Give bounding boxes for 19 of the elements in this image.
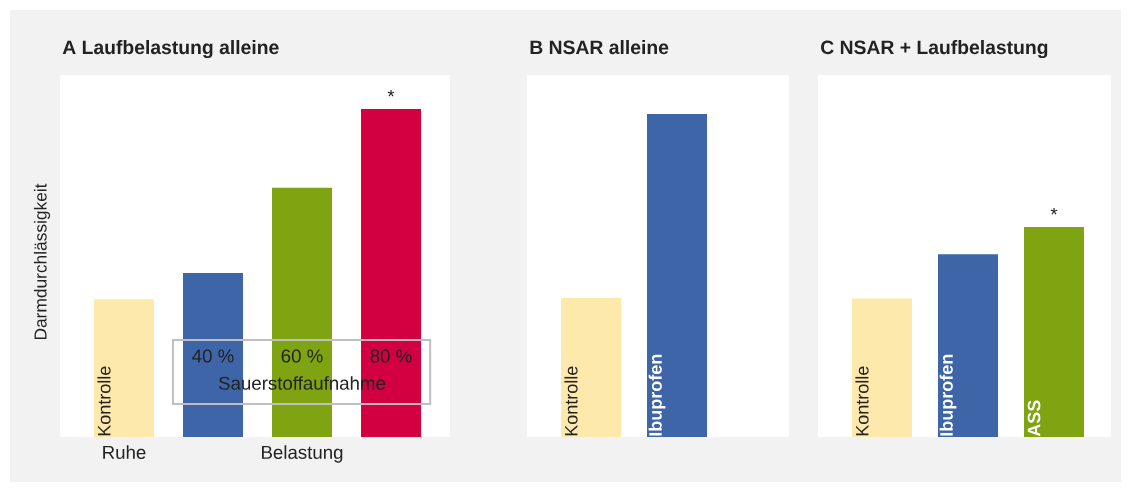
x-tick-label: 60 % <box>281 349 323 363</box>
text: Belastung <box>262 445 343 463</box>
x-tick-label: Kontrolle <box>564 366 578 436</box>
chart-title: C NSAR + Laufbelastung <box>821 39 1048 59</box>
annotation: Sauerstoffaufnahme <box>218 376 386 390</box>
x-tick-label: Kontrolle <box>855 366 869 436</box>
x-tick-label: ASS <box>1027 400 1041 437</box>
annotation: * <box>1050 207 1058 215</box>
text: Ruhe <box>103 445 146 459</box>
x-tick-label: Ibuprofen <box>939 354 957 436</box>
bar <box>94 299 155 437</box>
annotation: * <box>387 89 395 97</box>
chart-title: A Laufbelastung alleine <box>62 39 279 59</box>
y-axis-title: Darmdurchlässigkeit <box>33 183 51 340</box>
x-tick-label: Ibuprofen <box>648 354 666 436</box>
x-tick-label: 80 % <box>370 349 412 363</box>
x-tick-label: Kontrolle <box>97 366 111 436</box>
x-tick-label: 40 % <box>192 349 234 363</box>
chart-title: B NSAR alleine <box>530 39 669 55</box>
